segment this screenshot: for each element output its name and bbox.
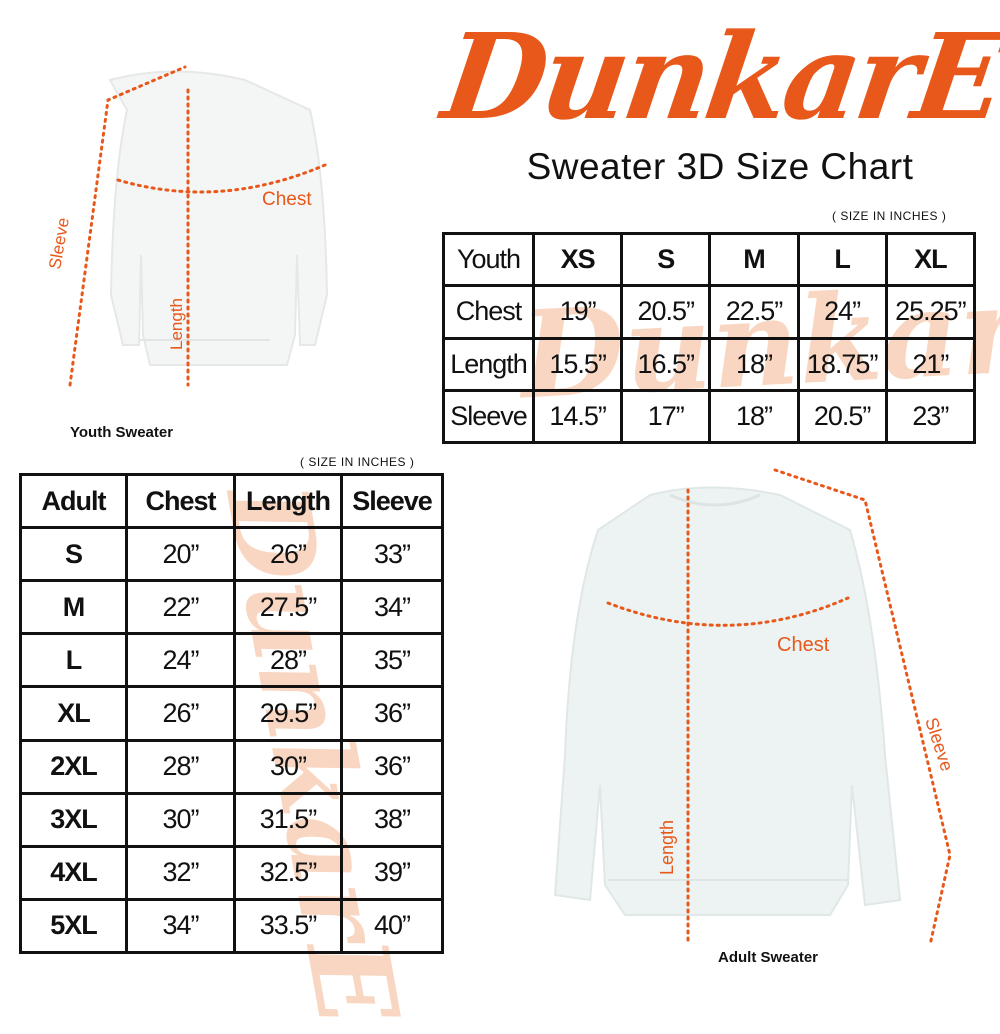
cell: 32.5” bbox=[233, 844, 343, 901]
table-row: L 24” 28” 35” bbox=[19, 632, 444, 689]
row-label: Sleeve bbox=[442, 388, 535, 445]
cell: 26” bbox=[125, 685, 236, 742]
table-row: M 22” 27.5” 34” bbox=[19, 579, 444, 636]
cell: 24” bbox=[125, 632, 236, 689]
cell: 35” bbox=[340, 632, 444, 689]
youth-length-label: Length bbox=[167, 298, 186, 350]
cell: 25.25” bbox=[884, 284, 977, 340]
adult-header-sleeve: Sleeve bbox=[340, 472, 444, 530]
table-row: 3XL 30” 31.5” 38” bbox=[19, 791, 444, 848]
size-label: XL bbox=[19, 685, 128, 742]
page-title: Sweater 3D Size Chart bbox=[526, 146, 914, 187]
cell: 27.5” bbox=[233, 579, 343, 636]
size-label: S bbox=[19, 526, 128, 583]
youth-size-xl: XL bbox=[884, 231, 977, 288]
table-row: 5XL 34” 33.5” 40” bbox=[19, 897, 444, 955]
youth-size-m: M bbox=[708, 231, 800, 288]
cell: 38” bbox=[340, 791, 444, 848]
cell: 17” bbox=[620, 388, 712, 445]
cell: 26” bbox=[233, 526, 343, 583]
cell: 30” bbox=[233, 738, 343, 795]
cell: 22” bbox=[125, 579, 236, 636]
adult-header: Adult bbox=[19, 472, 128, 530]
adult-header-row: Adult Chest Length Sleeve bbox=[19, 472, 444, 530]
cell: 32” bbox=[125, 844, 236, 901]
cell: 20.5” bbox=[620, 284, 712, 340]
adult-units-note: ( SIZE IN INCHES ) bbox=[300, 455, 415, 469]
cell: 36” bbox=[340, 685, 444, 742]
youth-units-note: ( SIZE IN INCHES ) bbox=[832, 209, 947, 223]
youth-caption: Youth Sweater bbox=[70, 424, 174, 441]
cell: 33.5” bbox=[233, 897, 343, 955]
youth-header: Youth bbox=[442, 231, 535, 288]
size-label: 2XL bbox=[19, 738, 128, 795]
cell: 31.5” bbox=[233, 791, 343, 848]
table-row: Chest 19” 20.5” 22.5” 24” 25.25” bbox=[442, 284, 977, 340]
adult-header-chest: Chest bbox=[125, 472, 236, 530]
adult-header-length: Length bbox=[233, 472, 343, 530]
size-label: 4XL bbox=[19, 844, 128, 901]
youth-size-xs: XS bbox=[531, 231, 624, 288]
cell: 28” bbox=[125, 738, 236, 795]
cell: 30” bbox=[125, 791, 236, 848]
adult-sleeve-label: Sleeve bbox=[921, 715, 957, 774]
youth-sweater-illustration: Chest Sleeve Length bbox=[45, 65, 329, 387]
youth-size-table: Youth XS S M L XL Chest 19” 20.5” 22.5” … bbox=[442, 231, 977, 445]
cell: 33” bbox=[340, 526, 444, 583]
cell: 36” bbox=[340, 738, 444, 795]
youth-header-row: Youth XS S M L XL bbox=[442, 231, 977, 288]
row-label: Chest bbox=[442, 284, 535, 340]
table-row: 2XL 28” 30” 36” bbox=[19, 738, 444, 795]
size-label: 5XL bbox=[19, 897, 128, 955]
brand-logo: DunkarE bbox=[435, 7, 1000, 146]
adult-caption: Adult Sweater bbox=[718, 949, 819, 966]
cell: 34” bbox=[125, 897, 236, 955]
cell: 14.5” bbox=[531, 388, 624, 445]
cell: 28” bbox=[233, 632, 343, 689]
cell: 22.5” bbox=[708, 284, 800, 340]
cell: 24” bbox=[796, 284, 888, 340]
table-row: S 20” 26” 33” bbox=[19, 526, 444, 583]
cell: 19” bbox=[531, 284, 624, 340]
cell: 20” bbox=[125, 526, 236, 583]
cell: 18” bbox=[708, 388, 800, 445]
adult-length-label: Length bbox=[657, 820, 677, 875]
table-row: Length 15.5” 16.5” 18” 18.75” 21” bbox=[442, 336, 977, 392]
table-row: 4XL 32” 32.5” 39” bbox=[19, 844, 444, 901]
size-label: M bbox=[19, 579, 128, 636]
size-label: 3XL bbox=[19, 791, 128, 848]
row-label: Length bbox=[442, 336, 535, 392]
youth-size-l: L bbox=[796, 231, 888, 288]
cell: 39” bbox=[340, 844, 444, 901]
cell: 21” bbox=[884, 336, 977, 392]
table-row: XL 26” 29.5” 36” bbox=[19, 685, 444, 742]
cell: 23” bbox=[884, 388, 977, 445]
size-label: L bbox=[19, 632, 128, 689]
adult-sweater-illustration: Chest Sleeve Length bbox=[553, 468, 957, 947]
cell: 20.5” bbox=[796, 388, 888, 445]
cell: 40” bbox=[340, 897, 444, 955]
cell: 15.5” bbox=[531, 336, 624, 392]
table-row: Sleeve 14.5” 17” 18” 20.5” 23” bbox=[442, 388, 977, 445]
cell: 18” bbox=[708, 336, 800, 392]
cell: 16.5” bbox=[620, 336, 712, 392]
youth-chest-label: Chest bbox=[262, 189, 312, 210]
youth-size-s: S bbox=[620, 231, 712, 288]
cell: 29.5” bbox=[233, 685, 343, 742]
adult-chest-label: Chest bbox=[777, 634, 830, 656]
cell: 34” bbox=[340, 579, 444, 636]
cell: 18.75” bbox=[796, 336, 888, 392]
adult-size-table: Adult Chest Length Sleeve S 20” 26” 33” M 22… bbox=[19, 472, 444, 955]
youth-sleeve-label: Sleeve bbox=[45, 216, 73, 270]
